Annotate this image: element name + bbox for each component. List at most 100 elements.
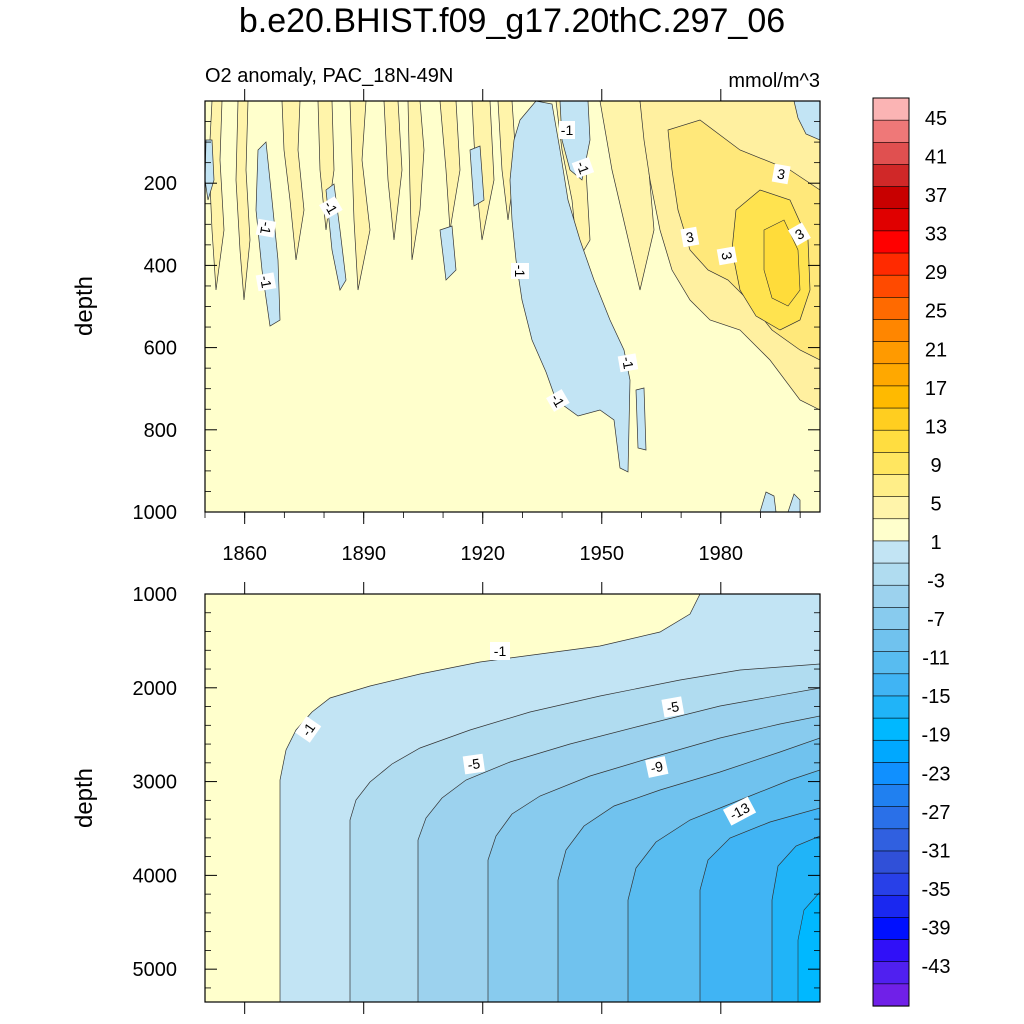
bottom-y-tick-label: 3000 xyxy=(133,772,178,794)
colorbar-swatch xyxy=(872,385,910,409)
colorbar-frame xyxy=(872,97,910,1007)
colorbar-label: -19 xyxy=(922,725,951,747)
colorbar-swatch xyxy=(872,806,910,830)
colorbar-swatch xyxy=(872,939,910,963)
colorbar-label: 21 xyxy=(925,339,947,361)
colorbar-label: 17 xyxy=(925,378,947,400)
colorbar: 45 41 37 33 29 25 21 17 13 9 5 1 -3 -7 -11 -15 -19 -23 -27… xyxy=(872,97,951,1007)
colorbar-label: -3 xyxy=(927,571,945,593)
colorbar-swatch xyxy=(872,784,910,808)
bottom-contour-field xyxy=(205,594,820,1002)
colorbar-label: 41 xyxy=(925,147,947,169)
colorbar-label: -39 xyxy=(922,917,951,939)
colorbar-swatch xyxy=(872,429,910,453)
colorbar-swatch xyxy=(872,739,910,763)
colorbar-label: -27 xyxy=(922,802,951,824)
colorbar-label: -23 xyxy=(922,763,951,785)
colorbar-swatch xyxy=(872,186,910,210)
colorbar-swatch xyxy=(872,119,910,143)
colorbar-swatch xyxy=(872,894,910,919)
top-negative-strip-5 xyxy=(439,145,647,451)
colorbar-swatch xyxy=(872,961,910,985)
contour-label: -5 xyxy=(665,698,680,716)
contour-label: 3 xyxy=(776,165,787,182)
top-contour-labels: -1 -1 -1 -1 -1 -1 -1 -1 3 3 3 3 xyxy=(255,121,811,412)
top-negative-plume xyxy=(509,101,631,473)
top-negative-bottom xyxy=(759,491,801,512)
colorbar-label: -15 xyxy=(922,686,951,708)
contour-label: -1 xyxy=(257,221,275,236)
colorbar-label: -43 xyxy=(922,956,951,978)
contour-label: 3 xyxy=(718,251,735,262)
colorbar-swatch xyxy=(872,474,910,498)
bottom-y-tick-label: 4000 xyxy=(133,865,178,887)
top-x-tick-label: 1980 xyxy=(699,543,744,565)
top-x-tick-label: 1890 xyxy=(341,543,386,565)
panel-title-left: O2 anomaly, PAC_18N-49N xyxy=(205,65,453,87)
colorbar-label: -7 xyxy=(927,609,945,631)
colorbar-label: 29 xyxy=(925,262,947,284)
top-y-tick-label: 800 xyxy=(144,420,177,442)
colorbar-swatch xyxy=(872,252,910,276)
top-y-axis-label: depth xyxy=(71,276,98,336)
top-y-tick-label: 600 xyxy=(144,338,177,360)
top-contour-field xyxy=(205,101,820,512)
bottom-y-tick-label: 1000 xyxy=(133,584,178,606)
colorbar-swatch xyxy=(872,297,910,321)
colorbar-label: 1 xyxy=(930,532,941,554)
colorbar-swatch xyxy=(872,629,910,653)
colorbar-swatch xyxy=(872,97,910,121)
contour-label: -1 xyxy=(561,122,574,138)
top-y-tick-label: 1000 xyxy=(133,502,178,524)
colorbar-label: 9 xyxy=(930,455,941,477)
colorbar-swatch xyxy=(872,762,910,786)
top-y-tick-label: 400 xyxy=(144,255,177,277)
colorbar-swatch xyxy=(872,341,910,365)
top-panel-plot: -1 -1 -1 -1 -1 -1 -1 -1 3 3 3 3 200 400 60… xyxy=(133,89,821,565)
colorbar-swatch xyxy=(872,496,910,520)
colorbar-swatch xyxy=(872,695,910,719)
bottom-panel-frame xyxy=(204,593,821,1003)
colorbar-swatch xyxy=(872,917,910,941)
colorbar-swatch xyxy=(872,274,910,298)
panel-title-units: mmol/m^3 xyxy=(728,70,820,92)
colorbar-swatch xyxy=(872,407,910,431)
colorbar-swatch xyxy=(872,452,910,476)
colorbar-label: 33 xyxy=(925,224,947,246)
contour-label: 3 xyxy=(685,228,696,245)
colorbar-swatch xyxy=(872,717,910,741)
contour-label: -1 xyxy=(494,643,507,659)
contour-label: -1 xyxy=(512,265,528,278)
colorbar-swatch xyxy=(872,607,910,631)
colorbar-swatch xyxy=(872,651,910,675)
bottom-y-axis-label: depth xyxy=(71,768,98,828)
bottom-y-tick-label: 2000 xyxy=(133,678,178,700)
contour-label: -5 xyxy=(467,755,482,773)
colorbar-label: 13 xyxy=(925,416,947,438)
colorbar-swatch xyxy=(872,540,910,564)
top-x-tick-label: 1950 xyxy=(580,543,625,565)
top-y-tick-label: 200 xyxy=(144,173,177,195)
colorbar-swatch xyxy=(872,363,910,387)
top-x-tick-label: 1920 xyxy=(460,543,505,565)
bottom-contour-labels: -1 -1 -5 -5 -9 -13 xyxy=(295,642,757,826)
colorbar-swatch xyxy=(872,850,910,874)
colorbar-swatch xyxy=(872,141,910,166)
top-axes: 200 400 600 800 1000 1860 1890 1920 1950 1980 xyxy=(133,89,820,565)
colorbar-swatch xyxy=(872,983,910,1007)
colorbar-swatch xyxy=(872,319,910,343)
colorbar-label: 25 xyxy=(925,301,947,323)
top-negative-corner xyxy=(793,101,820,141)
figure-title: b.e20.BHIST.f09_g17.20thC.297_06 xyxy=(238,2,786,40)
colorbar-swatch xyxy=(872,584,910,608)
colorbar-label: -11 xyxy=(922,648,949,670)
contour-label: -9 xyxy=(649,758,665,776)
bottom-axes: 1000 2000 3000 4000 5000 xyxy=(133,582,820,1014)
colorbar-label: -35 xyxy=(922,879,951,901)
colorbar-swatch xyxy=(872,872,910,896)
colorbar-swatch xyxy=(872,562,910,586)
colorbar-label: 37 xyxy=(925,185,947,207)
bottom-panel-plot: -1 -1 -5 -5 -9 -13 1000 2000 3000 4000 5000 xyxy=(133,582,821,1014)
colorbar-swatch xyxy=(872,673,910,697)
